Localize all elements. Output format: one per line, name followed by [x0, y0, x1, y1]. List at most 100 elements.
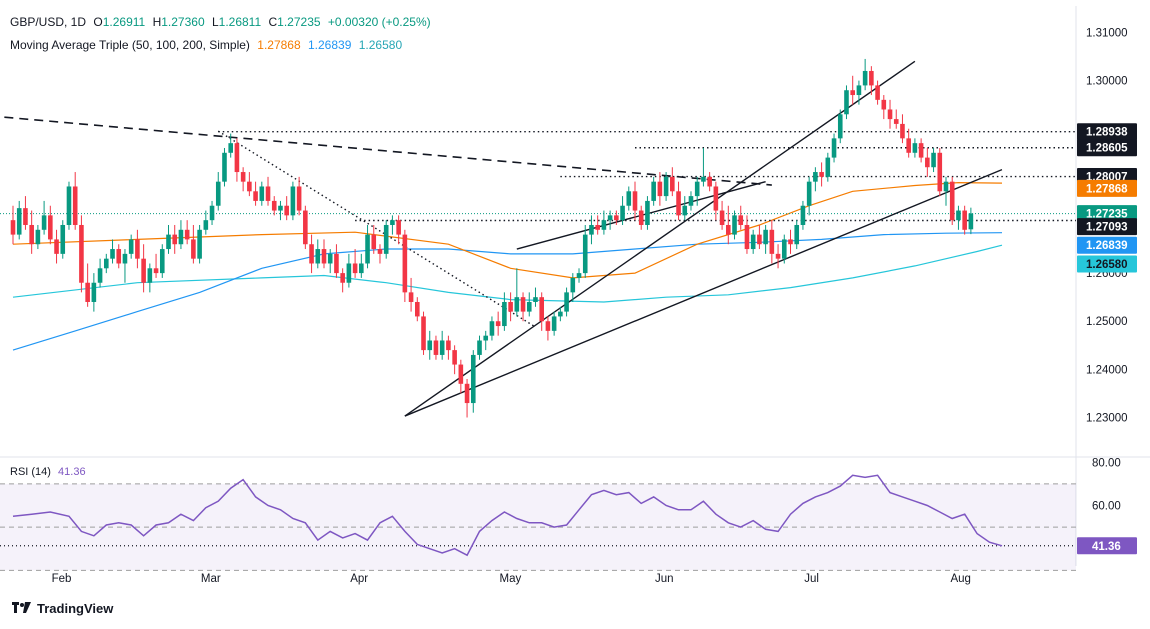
candle [750, 229, 756, 254]
month-label-jul: Jul [804, 573, 819, 585]
close-label: C [268, 15, 278, 29]
candle [489, 316, 495, 341]
candle [371, 224, 377, 254]
candle-body [875, 85, 880, 100]
ma200-line [12, 244, 1003, 303]
candle-body [601, 220, 607, 230]
symbol-label[interactable]: GBP/USD, 1D [10, 15, 87, 29]
candle-body [949, 181, 955, 221]
month-label-feb: Feb [52, 573, 72, 585]
candle-body [116, 249, 122, 264]
candle [85, 263, 90, 307]
month-label-may: May [499, 573, 521, 585]
candle-body [240, 172, 246, 182]
candle-body [48, 215, 53, 240]
moving-averages [12, 181, 1003, 351]
candle [352, 249, 358, 278]
candle-body [234, 143, 240, 173]
candle-body [545, 321, 551, 331]
candle [800, 200, 806, 230]
low-value: 1.26811 [218, 15, 262, 29]
price-tag-bg [1077, 205, 1137, 223]
time-axis[interactable]: Feb Mar Apr May Jun Jul Aug [52, 573, 971, 585]
candle [726, 205, 731, 245]
rsi-legend-label[interactable]: RSI (14) [10, 466, 51, 478]
candle [23, 196, 28, 230]
candle-body [309, 244, 314, 264]
candle-body [638, 210, 644, 225]
candle-body [97, 268, 103, 283]
candle-body [514, 297, 520, 312]
candle [470, 350, 476, 413]
trendline-dotted [217, 130, 536, 328]
candle-body [607, 215, 613, 221]
candle-body [178, 229, 184, 245]
candle [875, 80, 880, 105]
candle [502, 292, 507, 331]
candle [415, 297, 420, 322]
candle-body [303, 210, 308, 245]
candle [962, 205, 967, 235]
candle [234, 138, 240, 182]
candle [719, 200, 725, 230]
candle [116, 244, 122, 269]
candle [906, 128, 911, 158]
candle [601, 210, 607, 235]
candle [340, 268, 345, 293]
candle [303, 205, 308, 250]
candle [97, 258, 103, 288]
candle [346, 253, 352, 288]
rsi-tag-label: 41.36 [1092, 541, 1121, 553]
candle-body [539, 297, 544, 322]
tradingview-logo[interactable]: TradingView [12, 601, 113, 616]
candle-body [713, 186, 719, 211]
candle [128, 234, 134, 259]
candle [794, 220, 800, 250]
candle-body [315, 249, 321, 264]
price-tag: 1.27868 [1077, 179, 1137, 197]
candle-body [931, 152, 936, 168]
candle-body [29, 224, 34, 245]
ma-legend-label[interactable]: Moving Average Triple (50, 100, 200, Sim… [10, 38, 250, 52]
candle [427, 330, 433, 360]
candle-body [10, 220, 16, 235]
month-label-jun: Jun [655, 573, 674, 585]
candle-body [415, 301, 420, 317]
candle-body [582, 234, 588, 274]
price-tag: 1.27093 [1077, 218, 1137, 236]
candle-body [688, 196, 694, 206]
candle-body [651, 181, 656, 201]
candle [781, 234, 787, 264]
candle-body [788, 239, 793, 245]
candle [408, 277, 414, 312]
candle [10, 205, 16, 245]
candle [688, 191, 694, 211]
candle [60, 220, 66, 259]
candle [526, 292, 532, 317]
candle [831, 133, 837, 163]
candle [806, 176, 812, 216]
candle [290, 181, 296, 221]
candle [595, 215, 600, 235]
candle [862, 58, 868, 91]
candle-body [147, 268, 153, 283]
rsi-tick-label: 80.00 [1092, 457, 1121, 469]
candle [788, 229, 793, 254]
candle-body [726, 224, 731, 235]
candle-body [128, 239, 134, 254]
candle [483, 330, 489, 351]
candle [141, 244, 146, 293]
rsi-pane-bg [0, 458, 1076, 566]
candle [91, 273, 97, 312]
candle-body [769, 229, 775, 254]
candle [321, 239, 327, 269]
candle-body [775, 253, 781, 259]
candle-body [141, 258, 146, 283]
candle [576, 268, 582, 283]
candle [209, 200, 215, 225]
candle [433, 335, 439, 360]
candle [247, 172, 252, 197]
candle-body [215, 181, 221, 206]
candle [159, 244, 165, 278]
